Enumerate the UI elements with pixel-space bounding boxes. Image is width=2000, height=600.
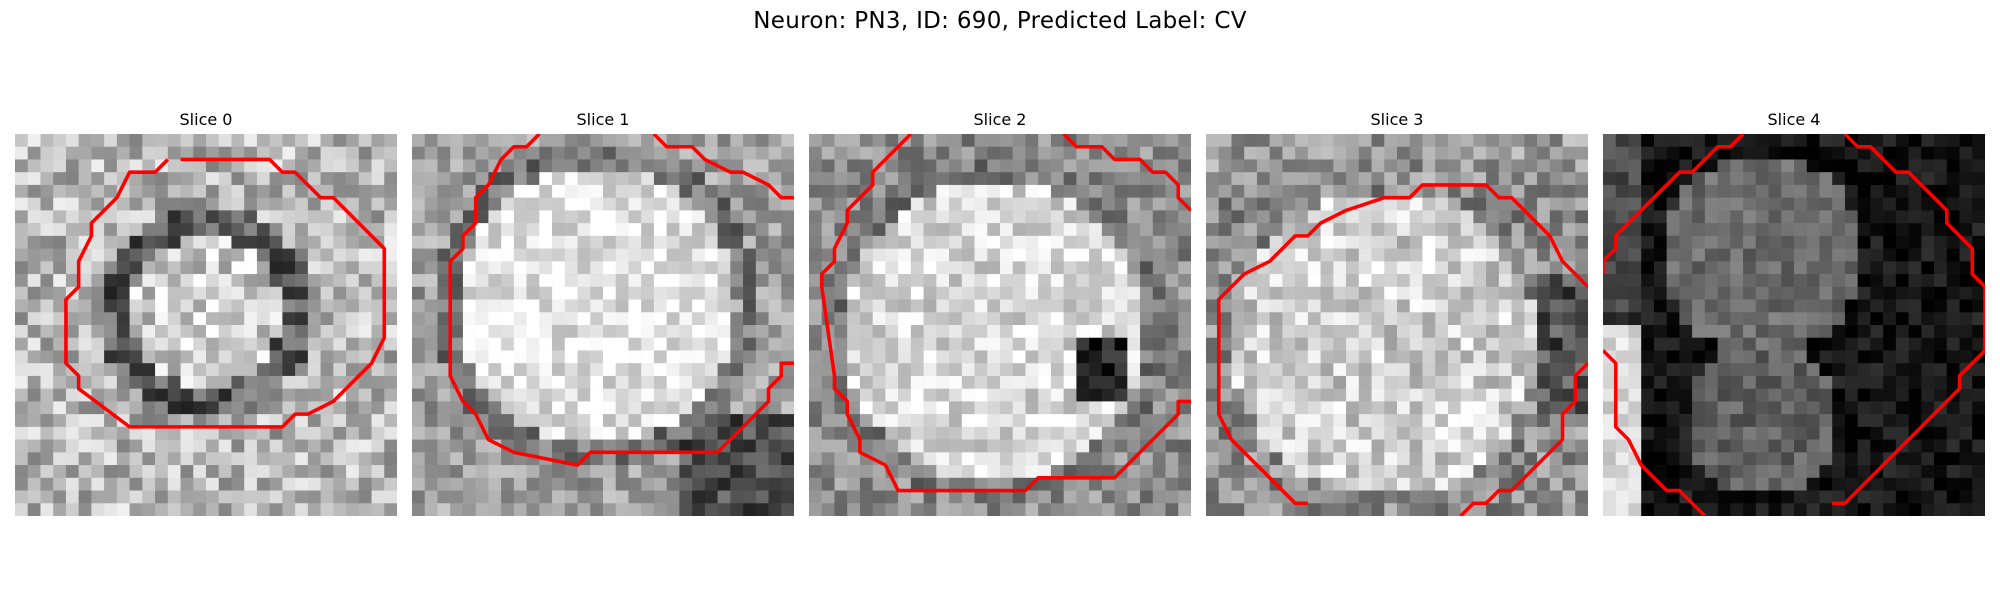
slice-image — [809, 134, 1191, 516]
slice-title: Slice 0 — [179, 110, 233, 129]
slice-image — [15, 134, 397, 516]
slice-panel-1: Slice 1 — [412, 110, 794, 516]
slice-panel-3: Slice 3 — [1206, 110, 1588, 516]
slice-panel-2: Slice 2 — [809, 110, 1191, 516]
slice-image — [412, 134, 794, 516]
slice-title: Slice 2 — [973, 110, 1027, 129]
figure-title: Neuron: PN3, ID: 690, Predicted Label: C… — [753, 8, 1247, 34]
slice-title: Slice 3 — [1370, 110, 1424, 129]
slice-panel-4: Slice 4 — [1603, 110, 1985, 516]
slice-image — [1206, 134, 1588, 516]
slice-panel-0: Slice 0 — [15, 110, 397, 516]
slice-image — [1603, 134, 1985, 516]
slice-title: Slice 4 — [1767, 110, 1821, 129]
slice-title: Slice 1 — [576, 110, 630, 129]
